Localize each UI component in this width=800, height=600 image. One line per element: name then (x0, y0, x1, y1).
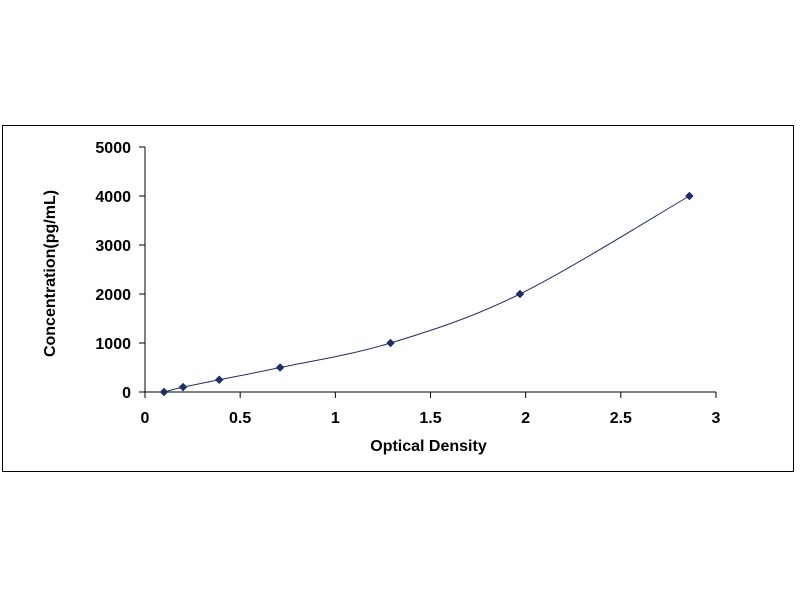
x-tick-label: 2 (521, 410, 530, 427)
data-point-marker (178, 382, 188, 392)
x-tick-label: 2.5 (610, 410, 632, 427)
data-point-marker (515, 289, 525, 299)
x-tick-label: 0 (141, 410, 150, 427)
y-tick-label: 1000 (95, 336, 131, 353)
trend-line (163, 195, 690, 393)
data-points (159, 191, 694, 397)
y-tick-label: 3000 (95, 238, 131, 255)
x-tick-label: 3 (712, 410, 721, 427)
chart-axes (144, 147, 716, 393)
data-point-marker (684, 191, 694, 201)
data-point-marker (386, 338, 395, 348)
chart-frame: 0 1000 2000 3000 4000 5000 0 0.5 1 1.5 2 2.5 3 Opti… (2, 125, 794, 472)
y-tick-label: 4000 (95, 189, 131, 206)
x-tick-label: 0.5 (229, 410, 251, 427)
data-point-marker (159, 387, 169, 397)
x-tick-label: 1 (331, 410, 340, 427)
y-tick-label: 5000 (95, 140, 131, 157)
y-axis-ticks: 0 1000 2000 3000 4000 5000 (95, 140, 145, 402)
data-point-marker (275, 363, 285, 372)
x-axis-title: Optical Density (370, 438, 487, 455)
chart-svg: 0 1000 2000 3000 4000 5000 0 0.5 1 1.5 2 2.5 3 Opti… (42, 140, 721, 455)
x-tick-label: 1.5 (419, 410, 441, 427)
y-axis-title: Concentration(pg/mL) (42, 190, 59, 357)
y-tick-label: 0 (122, 385, 131, 402)
data-point-marker (214, 375, 224, 385)
x-axis-ticks: 0 0.5 1 1.5 2 2.5 3 (141, 392, 721, 427)
y-tick-label: 2000 (95, 287, 131, 304)
